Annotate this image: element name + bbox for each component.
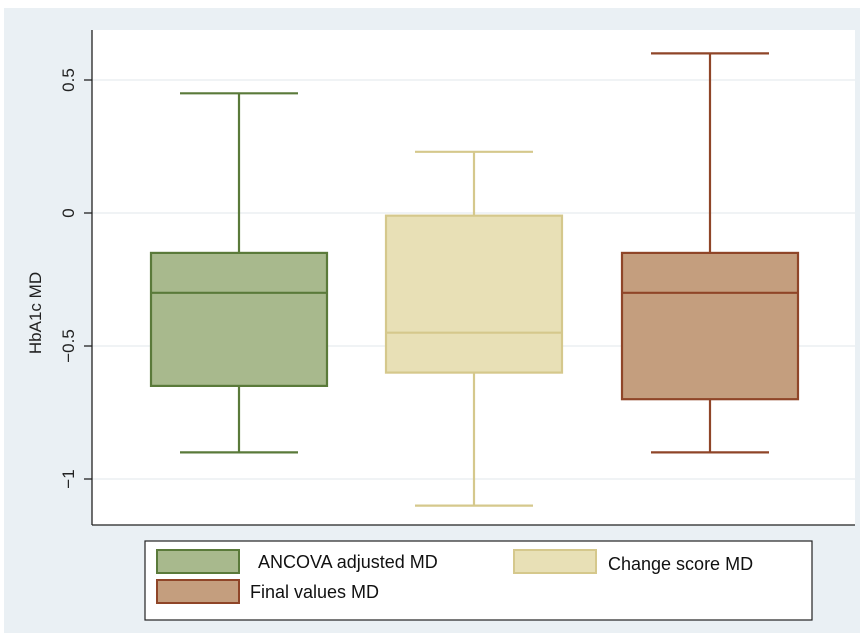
y-ticks: 0.5 0 −0.5 −1 [59,68,92,489]
box-iqr [149,251,329,387]
y-tick-label: −1 [59,469,78,488]
legend: ANCOVA adjusted MD Change score MD Final v… [144,540,813,621]
box-iqr [384,214,564,374]
y-axis-label: HbA1c MD [26,272,45,354]
y-tick-label: −0.5 [59,329,78,363]
legend-label: Final values MD [250,582,379,602]
legend-swatch [156,579,240,604]
legend-box [144,540,813,621]
box-group [620,52,800,454]
box-group [149,92,329,454]
legend-swatch [513,549,597,574]
box-iqr [620,251,800,401]
y-tick-label: 0 [59,208,78,217]
legend-label: ANCOVA adjusted MD [258,552,438,572]
box-group [384,150,564,507]
boxes-layer [149,52,800,507]
legend-swatch [156,549,240,574]
legend-label: Change score MD [608,554,753,574]
axes-layer [91,30,855,526]
y-tick-label: 0.5 [59,68,78,92]
